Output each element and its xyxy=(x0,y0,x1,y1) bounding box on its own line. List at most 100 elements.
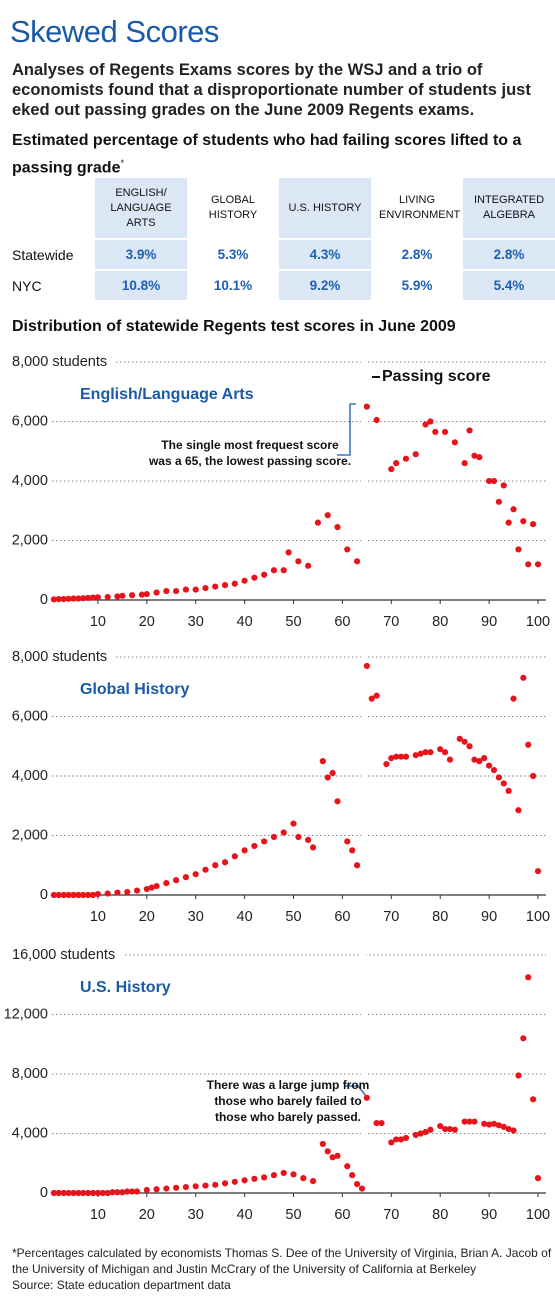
cell: 2.8% xyxy=(371,238,463,270)
dot xyxy=(124,888,131,896)
dot xyxy=(202,1182,209,1189)
dot xyxy=(481,755,488,762)
y-tick-label: 16,000 students xyxy=(12,947,115,963)
y-tick-label: 4,000 xyxy=(12,1125,48,1141)
passing-line xyxy=(360,950,366,1191)
dot xyxy=(50,1189,57,1197)
passing-line xyxy=(360,357,366,598)
dot xyxy=(129,1188,136,1195)
header: Skewed Scores xyxy=(10,14,219,50)
dot xyxy=(85,1189,92,1197)
dot xyxy=(221,859,229,866)
dot xyxy=(114,889,121,896)
dot xyxy=(500,482,507,489)
dot xyxy=(378,1119,385,1127)
dot xyxy=(290,820,297,827)
cell: 3.9% xyxy=(95,238,187,270)
dot xyxy=(471,756,478,763)
dot xyxy=(393,1136,400,1143)
dot xyxy=(129,592,136,599)
dot xyxy=(373,1119,380,1127)
dot xyxy=(305,836,312,844)
x-tick-label: 60 xyxy=(334,909,350,925)
cell: 10.1% xyxy=(187,269,279,300)
footer: *Percentages calculated by economists Th… xyxy=(12,1245,552,1293)
dot xyxy=(353,558,361,565)
dot xyxy=(505,787,512,794)
dot xyxy=(231,1178,238,1185)
passing-line xyxy=(360,652,366,893)
dot xyxy=(212,862,219,869)
dot xyxy=(80,1189,87,1197)
dot xyxy=(153,1186,160,1193)
y-tick-label: 2,000 xyxy=(12,827,48,843)
chart-title: U.S. History xyxy=(80,979,171,996)
dot xyxy=(427,749,434,756)
dot xyxy=(80,595,87,602)
dot xyxy=(324,774,331,781)
dot xyxy=(60,596,67,603)
dot xyxy=(476,758,483,765)
dot xyxy=(324,512,331,519)
dot xyxy=(388,1139,395,1146)
dot xyxy=(163,1185,170,1192)
dot xyxy=(510,506,517,513)
dot xyxy=(251,842,258,850)
dot xyxy=(397,1136,405,1143)
row-label: NYC xyxy=(0,269,95,300)
x-tick-label: 20 xyxy=(139,909,155,925)
dot xyxy=(324,1148,331,1155)
dot xyxy=(173,1184,180,1191)
dot xyxy=(471,1118,478,1125)
dot xyxy=(50,891,57,899)
dot xyxy=(173,877,180,884)
annotation: those who barely passed. xyxy=(215,1110,361,1124)
dot xyxy=(65,595,72,602)
y-tick-label: 8,000 students xyxy=(12,649,107,665)
dot xyxy=(148,884,155,891)
dot xyxy=(451,1126,458,1133)
dot xyxy=(432,428,439,436)
dot xyxy=(388,755,395,762)
footnote-marker: * xyxy=(120,158,124,168)
dot xyxy=(70,891,77,899)
dot xyxy=(353,862,361,869)
dot xyxy=(55,596,62,603)
x-tick-label: 100 xyxy=(526,1207,550,1223)
table: ENGLISH/ LANGUAGE ARTS GLOBAL HISTORY U.S.… xyxy=(0,178,555,300)
dot xyxy=(388,466,395,473)
dot xyxy=(153,882,160,890)
dot xyxy=(182,874,190,881)
dot xyxy=(251,574,258,581)
x-tick-label: 60 xyxy=(334,614,350,630)
dot xyxy=(104,593,111,601)
dot xyxy=(202,585,209,592)
dot xyxy=(441,1125,449,1133)
dot xyxy=(422,1128,429,1136)
dot xyxy=(99,1189,106,1197)
x-tick-label: 90 xyxy=(481,1207,497,1223)
dot xyxy=(490,1120,498,1127)
cell: 10.8% xyxy=(95,269,187,300)
dot xyxy=(55,891,62,899)
dot xyxy=(422,749,429,756)
dot xyxy=(109,1189,116,1196)
y-tick-label: 6,000 xyxy=(12,413,48,429)
x-tick-label: 30 xyxy=(188,614,204,630)
dot xyxy=(280,829,287,836)
x-tick-label: 10 xyxy=(90,1207,106,1223)
dot xyxy=(490,766,498,774)
cell: 5.3% xyxy=(187,238,279,270)
y-tick-label: 12,000 xyxy=(4,1006,48,1022)
dot xyxy=(143,590,150,598)
dot xyxy=(422,421,429,428)
dot xyxy=(334,798,341,805)
dot xyxy=(60,1189,67,1197)
dot xyxy=(70,1189,77,1197)
dot xyxy=(393,460,400,467)
dot xyxy=(334,1152,341,1159)
x-tick-label: 40 xyxy=(237,909,253,925)
dot xyxy=(515,1072,522,1079)
dot xyxy=(446,1125,454,1133)
x-tick-label: 20 xyxy=(139,614,155,630)
